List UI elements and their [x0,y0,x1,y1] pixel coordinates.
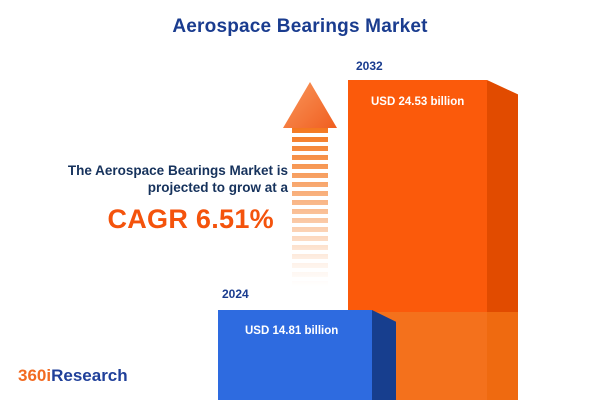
bar-value-2024: USD 14.81 billion [245,325,339,337]
description-line-2: projected to grow at a [147,180,288,195]
logo-part-orange: 360i [18,366,52,385]
arrow-stripes [292,128,328,286]
logo: 360iResearch [18,366,128,386]
description-line-1: The Aerospace Bearings Market is [67,163,288,178]
bar-value-2032: USD 24.53 billion [371,96,465,108]
bar-label-2032: 2032 [356,59,383,73]
bar-2024-side-face [372,310,396,400]
bar-2032-side-face [487,80,518,400]
page-title: Aerospace Bearings Market [172,16,428,37]
bar-2024 [218,310,372,400]
description-block: The Aerospace Bearings Market is project… [8,162,288,235]
logo-part-blue: Research [51,366,128,385]
bar-label-2024: 2024 [222,287,249,301]
arrow-up-icon [283,82,337,128]
cagr-value: CAGR 6.51% [107,204,274,234]
